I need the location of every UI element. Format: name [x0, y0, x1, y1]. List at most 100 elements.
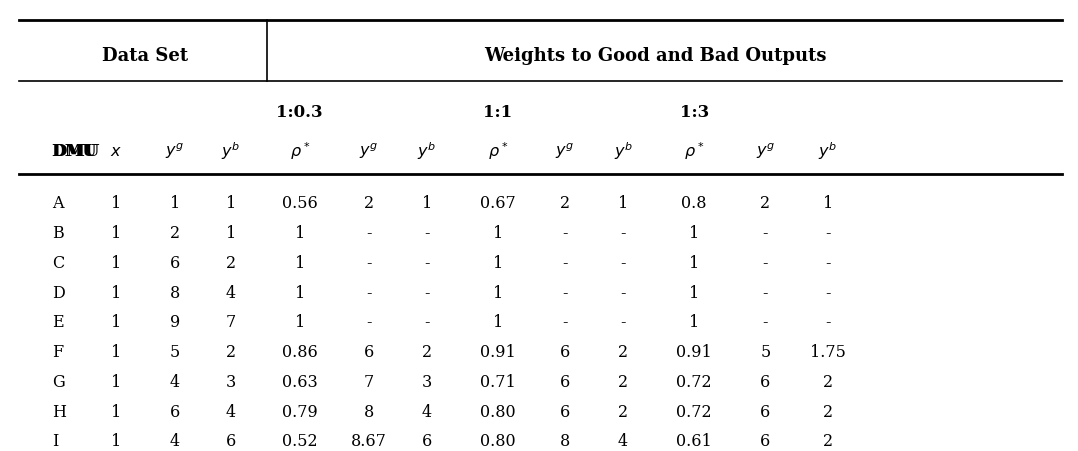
Text: 9: 9 — [169, 314, 180, 331]
Text: $y^g$: $y^g$ — [165, 141, 184, 161]
Text: -: - — [562, 314, 568, 331]
Text: G: G — [52, 374, 65, 391]
Text: 6: 6 — [169, 255, 180, 272]
Text: 8.67: 8.67 — [350, 433, 387, 451]
Text: -: - — [825, 314, 831, 331]
Text: 0.63: 0.63 — [281, 374, 318, 391]
Text: 5: 5 — [760, 344, 771, 361]
Text: 1:0.3: 1:0.3 — [276, 104, 323, 121]
Text: D: D — [52, 285, 65, 302]
Text: 4: 4 — [225, 285, 236, 302]
Text: 0.91: 0.91 — [676, 344, 713, 361]
Text: -: - — [762, 285, 769, 302]
Text: 6: 6 — [760, 404, 771, 421]
Text: 1: 1 — [294, 255, 305, 272]
Text: Weights to Good and Bad Outputs: Weights to Good and Bad Outputs — [484, 47, 827, 65]
Text: 2: 2 — [225, 255, 236, 272]
Text: 1: 1 — [225, 195, 236, 212]
Text: 2: 2 — [823, 433, 833, 451]
Text: 2: 2 — [760, 195, 771, 212]
Text: $\rho^*$: $\rho^*$ — [290, 140, 309, 162]
Text: -: - — [562, 285, 568, 302]
Text: 3: 3 — [225, 374, 236, 391]
Text: -: - — [424, 255, 430, 272]
Text: C: C — [52, 255, 64, 272]
Text: H: H — [52, 404, 66, 421]
Text: 2: 2 — [823, 404, 833, 421]
Text: 2: 2 — [559, 195, 570, 212]
Text: 0.79: 0.79 — [281, 404, 318, 421]
Text: -: - — [365, 285, 372, 302]
Text: 1: 1 — [421, 195, 432, 212]
Text: Data Set: Data Set — [102, 47, 189, 65]
Text: -: - — [424, 225, 430, 242]
Text: $\rho^*$: $\rho^*$ — [685, 140, 704, 162]
Text: 1:1: 1:1 — [483, 104, 513, 121]
Text: 0.72: 0.72 — [676, 404, 713, 421]
Text: 1.75: 1.75 — [810, 344, 846, 361]
Text: 4: 4 — [618, 433, 628, 451]
Text: 6: 6 — [363, 344, 374, 361]
Text: $x$: $x$ — [110, 143, 123, 160]
Text: 1: 1 — [689, 285, 700, 302]
Text: -: - — [562, 225, 568, 242]
Text: 0.72: 0.72 — [676, 374, 713, 391]
Text: DMU: DMU — [52, 143, 97, 160]
Text: -: - — [762, 225, 769, 242]
Text: 2: 2 — [363, 195, 374, 212]
Text: 1: 1 — [111, 285, 122, 302]
Text: 1: 1 — [618, 195, 628, 212]
Text: 8: 8 — [169, 285, 180, 302]
Text: 6: 6 — [559, 374, 570, 391]
Text: E: E — [52, 314, 64, 331]
Text: -: - — [762, 314, 769, 331]
Text: -: - — [825, 225, 831, 242]
Text: -: - — [620, 225, 626, 242]
Text: 1: 1 — [689, 314, 700, 331]
Text: $\rho^*$: $\rho^*$ — [488, 140, 508, 162]
Text: $y^g$: $y^g$ — [359, 141, 378, 161]
Text: 0.8: 0.8 — [681, 195, 707, 212]
Text: 3: 3 — [421, 374, 432, 391]
Text: 6: 6 — [559, 344, 570, 361]
Text: -: - — [365, 255, 372, 272]
Text: 1: 1 — [225, 225, 236, 242]
Text: -: - — [620, 255, 626, 272]
Text: 0.71: 0.71 — [480, 374, 516, 391]
Text: 6: 6 — [169, 404, 180, 421]
Text: -: - — [424, 314, 430, 331]
Text: 6: 6 — [760, 374, 771, 391]
Text: 6: 6 — [559, 404, 570, 421]
Text: I: I — [52, 433, 58, 451]
Text: -: - — [365, 225, 372, 242]
Text: 1: 1 — [111, 374, 122, 391]
Text: 1: 1 — [493, 314, 503, 331]
Text: $y^b$: $y^b$ — [613, 140, 633, 162]
Text: 2: 2 — [169, 225, 180, 242]
Text: -: - — [424, 285, 430, 302]
Text: 1: 1 — [294, 285, 305, 302]
Text: 1: 1 — [823, 195, 833, 212]
Text: 1: 1 — [689, 225, 700, 242]
Text: 0.52: 0.52 — [281, 433, 318, 451]
Text: 4: 4 — [169, 433, 180, 451]
Text: 1: 1 — [169, 195, 180, 212]
Text: -: - — [762, 255, 769, 272]
Text: 5: 5 — [169, 344, 180, 361]
Text: 2: 2 — [823, 374, 833, 391]
Text: F: F — [52, 344, 63, 361]
Text: 2: 2 — [618, 404, 628, 421]
Text: 1:3: 1:3 — [679, 104, 709, 121]
Text: 0.80: 0.80 — [480, 404, 516, 421]
Text: 1: 1 — [294, 225, 305, 242]
Text: $y^b$: $y^b$ — [417, 140, 437, 162]
Text: A: A — [52, 195, 64, 212]
Text: 4: 4 — [421, 404, 432, 421]
Text: 1: 1 — [111, 225, 122, 242]
Text: 8: 8 — [363, 404, 374, 421]
Text: 2: 2 — [618, 344, 628, 361]
Text: $y^b$: $y^b$ — [221, 140, 240, 162]
Text: DMU: DMU — [52, 143, 99, 160]
Text: 0.67: 0.67 — [480, 195, 516, 212]
Text: 1: 1 — [111, 314, 122, 331]
